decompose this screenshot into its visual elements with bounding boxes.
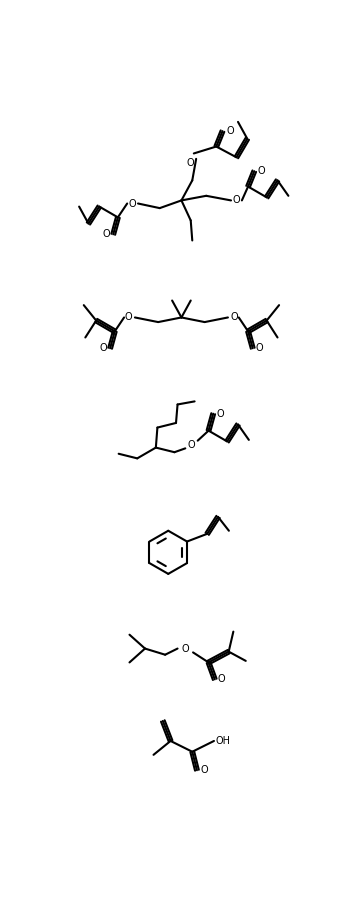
Text: O: O bbox=[129, 198, 136, 208]
Text: O: O bbox=[256, 343, 263, 353]
Text: O: O bbox=[216, 409, 224, 419]
Text: O: O bbox=[200, 765, 208, 775]
Text: O: O bbox=[188, 439, 195, 449]
Text: O: O bbox=[233, 195, 240, 205]
Text: O: O bbox=[102, 229, 110, 239]
Text: O: O bbox=[186, 158, 194, 168]
Text: OH: OH bbox=[216, 736, 231, 746]
Text: O: O bbox=[230, 312, 238, 322]
Text: O: O bbox=[125, 312, 132, 322]
Text: O: O bbox=[227, 126, 234, 136]
Text: O: O bbox=[218, 675, 225, 685]
Text: O: O bbox=[182, 644, 189, 654]
Text: O: O bbox=[99, 343, 107, 353]
Text: O: O bbox=[257, 166, 265, 176]
